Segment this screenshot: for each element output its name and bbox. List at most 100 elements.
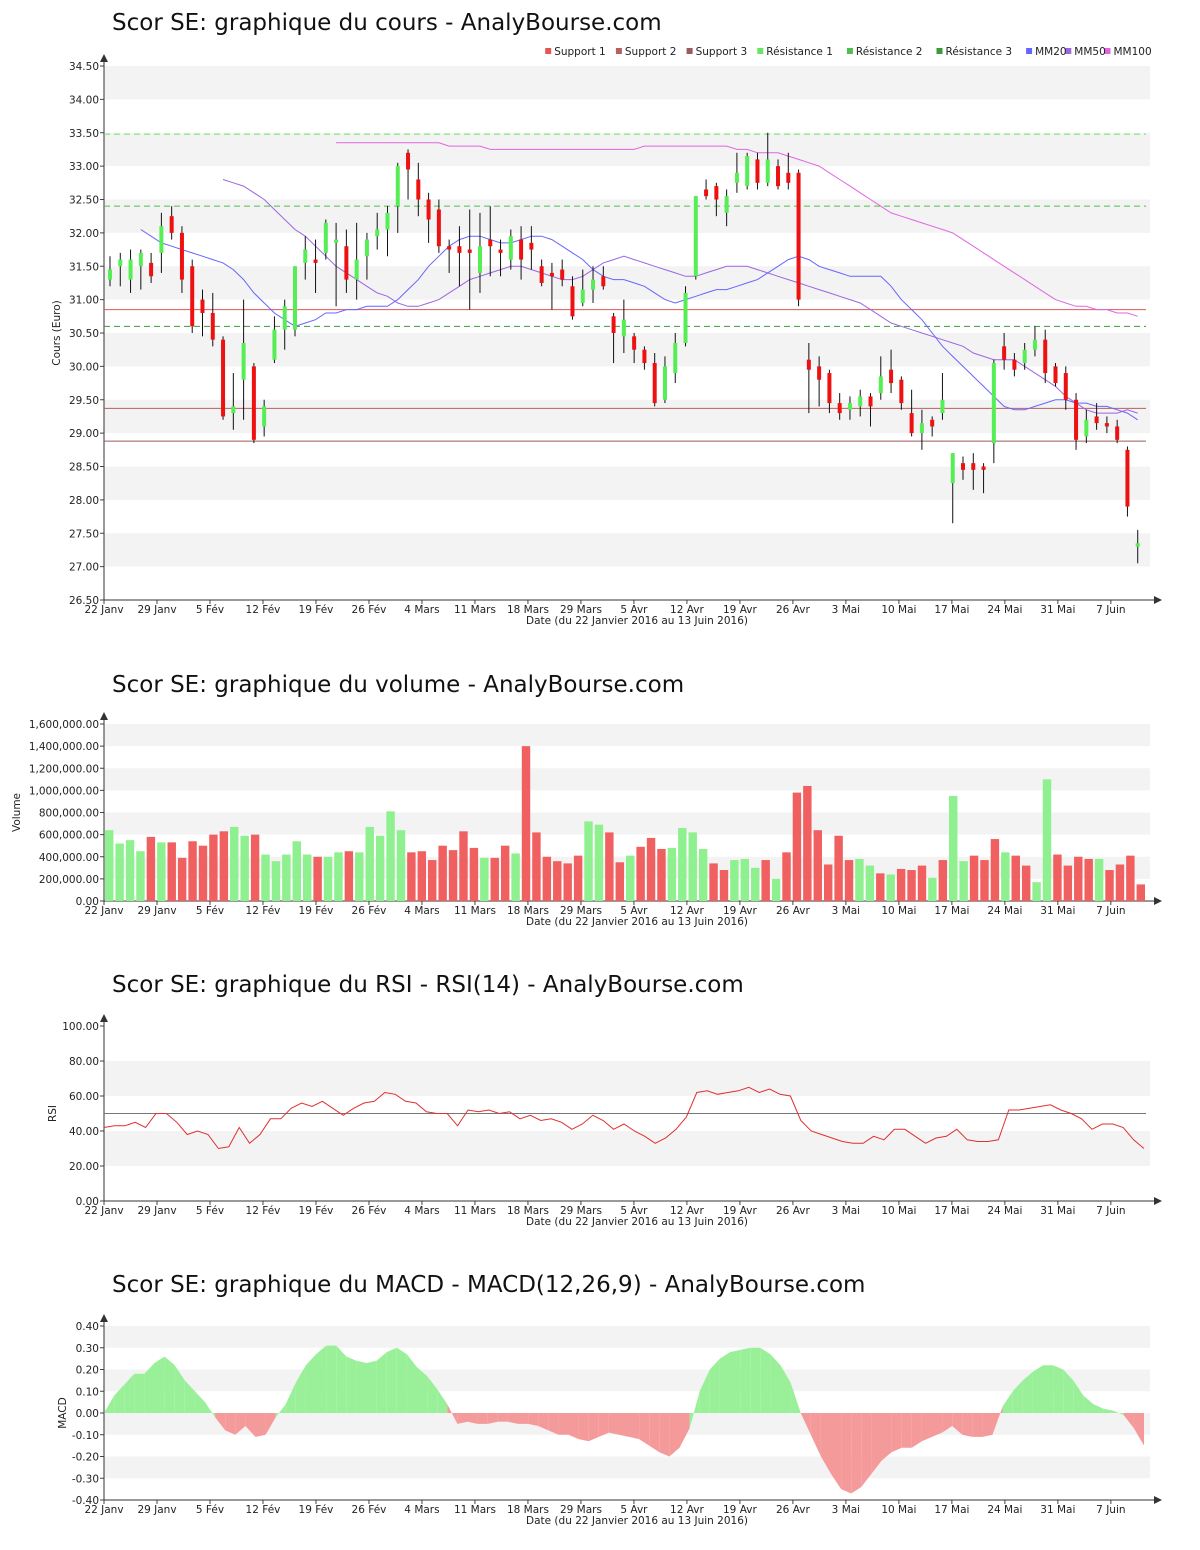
y-axis-arrow (100, 1314, 108, 1322)
volume-bar (636, 846, 645, 901)
macd-area (134, 1373, 145, 1413)
volume-chart-title: Scor SE: graphique du volume - AnalyBour… (112, 672, 685, 698)
y-tick-label: 1,200,000.00 (29, 763, 99, 775)
volume-bar (678, 827, 687, 901)
legend-swatch (757, 48, 764, 54)
macd-area (295, 1365, 306, 1413)
candle-body (734, 172, 739, 183)
x-tick-label: 10 Mai (881, 1504, 916, 1516)
rsi-chart: 22 Janv 29 Janv 5 Fév 12 Fév 19 Fév 26 Fév 4 M… (47, 1014, 1162, 1228)
macd-area (467, 1413, 478, 1424)
legend-label-7: MM20 (1035, 46, 1066, 58)
x-tick-label: 22 Janv (84, 604, 123, 616)
macd-area (356, 1360, 367, 1413)
y-axis-label: Cours (Euro) (51, 300, 63, 366)
candle-body (1104, 423, 1109, 427)
macd-area (427, 1376, 438, 1413)
macd-area (1012, 1380, 1023, 1413)
candle-body (755, 159, 760, 183)
x-tick-label: 19 Fév (299, 1504, 334, 1516)
volume-bar (209, 834, 218, 901)
candle-body (601, 276, 606, 287)
grid-band (104, 1456, 1150, 1479)
y-tick-label: 200,000.00 (39, 874, 99, 886)
x-tick-label: 7 Juin (1096, 905, 1125, 917)
y-tick-label: 1,400,000.00 (29, 741, 99, 753)
x-tick-label: 3 Mai (832, 905, 860, 917)
grid-band (104, 266, 1150, 300)
candle-body (1125, 449, 1130, 507)
candle-body (1022, 349, 1027, 364)
macd-area (477, 1413, 488, 1424)
x-tick-label: 17 Mai (934, 604, 969, 616)
volume-bar (313, 856, 322, 901)
volume-bar (1094, 858, 1104, 901)
volume-bar (511, 853, 520, 901)
legend-label-4: Résistance 1 (766, 46, 833, 58)
candle-body (889, 369, 894, 384)
x-tick-label: 5 Fév (196, 905, 224, 917)
volume-bar (167, 842, 176, 901)
x-tick-label: 24 Mai (987, 604, 1022, 616)
volume-bar (302, 854, 312, 901)
x-tick-label: 26 Fév (352, 905, 387, 917)
macd-area (255, 1413, 266, 1437)
macd-area (1133, 1413, 1144, 1446)
macd-area (679, 1413, 690, 1448)
macd-area (1043, 1365, 1054, 1413)
macd-area (487, 1413, 498, 1424)
x-tick-label: 29 Mars (560, 1504, 602, 1516)
y-tick-label: 31.50 (69, 261, 99, 273)
volume-bar (1074, 856, 1083, 901)
candle-body (847, 403, 852, 410)
volume-bar (803, 785, 812, 901)
y-tick-label: 26.50 (69, 595, 99, 607)
candle-body (447, 246, 452, 250)
volume-panel: Scor SE: graphique du volume - AnalyBour… (11, 672, 1162, 928)
y-tick-label: 34.00 (69, 94, 99, 106)
volume-bar (1032, 882, 1041, 901)
x-tick-label: 26 Fév (352, 1504, 387, 1516)
macd-area (820, 1413, 831, 1474)
macd-area (1073, 1380, 1084, 1413)
macd-area (396, 1347, 407, 1413)
macd-area (861, 1413, 872, 1487)
volume-bar (969, 855, 979, 901)
y-axis-label: Volume (11, 793, 23, 832)
grid-band (104, 199, 1150, 233)
candle-body (149, 262, 154, 277)
y-tick-label: 32.00 (69, 228, 99, 240)
grid-band (104, 466, 1150, 500)
candle-body (796, 172, 801, 300)
volume-bar (553, 861, 562, 901)
rsi-panel: Scor SE: graphique du RSI - RSI(14) - An… (47, 972, 1162, 1228)
candle-body (745, 156, 750, 187)
volume-bar (177, 857, 187, 901)
x-tick-label: 11 Mars (454, 1205, 496, 1217)
x-tick-label: 5 Avr (620, 604, 648, 616)
macd-area (417, 1367, 428, 1413)
x-tick-label: 17 Mai (934, 1205, 969, 1217)
x-tick-label: 5 Avr (620, 905, 648, 917)
candle-body (1084, 419, 1089, 437)
candle-body (159, 226, 164, 253)
candle-body (303, 249, 308, 263)
grid-band (104, 1326, 1150, 1348)
volume-bar (146, 836, 156, 901)
candle-body (519, 239, 524, 260)
volume-bar (271, 861, 281, 901)
macd-area (942, 1413, 953, 1433)
macd-area (154, 1356, 165, 1413)
candle-body (354, 259, 359, 280)
macd-area (124, 1373, 135, 1413)
volume-bar (751, 867, 760, 901)
legend-swatch (846, 48, 853, 54)
candle-body (364, 239, 369, 257)
price-chart-title: Scor SE: graphique du cours - AnalyBours… (112, 10, 662, 36)
candle-body (971, 463, 976, 470)
macd-area (780, 1365, 791, 1413)
volume-bar (459, 831, 468, 901)
macd-area (881, 1413, 892, 1461)
volume-bar (730, 860, 739, 901)
legend-label-3: Support 3 (696, 46, 748, 58)
